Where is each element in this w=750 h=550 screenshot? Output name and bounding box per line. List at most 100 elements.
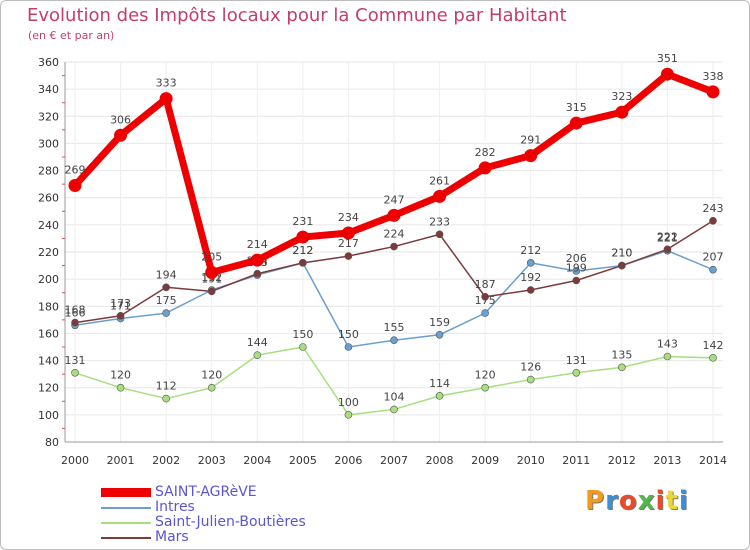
data-label-saint-julien-boutieres: 131 <box>65 354 86 367</box>
data-label-saint-julien-boutieres: 104 <box>384 390 405 403</box>
data-label-saint-agreve: 261 <box>429 174 450 187</box>
data-label-intres: 212 <box>520 244 541 257</box>
logo-letter: r <box>605 486 619 516</box>
data-label-intres: 155 <box>384 321 405 334</box>
y-tick-label: 300 <box>38 137 59 150</box>
data-point-saint-julien-boutieres <box>344 411 353 419</box>
data-point-mars <box>344 252 353 260</box>
x-tick-label: 2014 <box>699 454 727 467</box>
logo-letter: i <box>655 486 666 516</box>
data-point-intres <box>162 309 170 317</box>
data-point-saint-agreve <box>615 105 629 119</box>
data-point-intres <box>572 267 581 275</box>
data-label-saint-agreve: 247 <box>384 193 405 206</box>
y-tick-label: 220 <box>38 246 59 259</box>
data-point-saint-agreve <box>660 67 674 81</box>
data-label-saint-agreve: 315 <box>566 101 587 114</box>
data-point-intres <box>526 259 535 267</box>
x-tick-label: 2012 <box>608 454 636 467</box>
data-label-mars: 210 <box>611 247 632 260</box>
data-point-saint-julien-boutieres <box>572 368 581 377</box>
y-tick-label: 180 <box>38 300 59 313</box>
data-point-saint-julien-boutieres <box>71 368 79 377</box>
data-point-mars <box>618 261 626 270</box>
data-label-mars: 217 <box>338 237 359 250</box>
data-point-saint-julien-boutieres <box>116 383 125 392</box>
data-label-mars: 212 <box>292 244 313 257</box>
data-label-intres: 206 <box>566 252 587 265</box>
legend-label-mars: Mars <box>155 529 189 545</box>
data-point-saint-agreve <box>387 208 401 222</box>
legend-swatch-mars <box>101 537 151 539</box>
data-label-saint-julien-boutieres: 120 <box>110 369 131 382</box>
data-point-intres <box>481 309 489 317</box>
data-point-saint-julien-boutieres <box>390 405 398 414</box>
data-point-mars <box>116 311 125 320</box>
data-point-intres <box>709 265 717 274</box>
data-label-mars: 173 <box>110 297 131 310</box>
data-label-intres: 221 <box>657 232 678 245</box>
data-label-saint-julien-boutieres: 143 <box>657 338 678 351</box>
data-label-intres: 175 <box>156 294 177 307</box>
y-tick-label: 100 <box>38 409 59 422</box>
data-point-saint-julien-boutieres <box>299 343 307 351</box>
x-tick-label: 2003 <box>198 454 226 467</box>
data-label-saint-agreve: 306 <box>110 113 131 126</box>
y-tick-label: 160 <box>38 327 59 340</box>
data-point-intres <box>344 343 353 351</box>
x-tick-label: 2009 <box>471 454 499 467</box>
data-label-intres: 166 <box>65 306 86 319</box>
y-tick-label: 140 <box>38 355 59 368</box>
data-point-mars <box>663 245 672 254</box>
data-point-saint-julien-boutieres <box>618 363 626 372</box>
data-label-mars: 187 <box>475 278 496 291</box>
data-point-saint-julien-boutieres <box>481 383 489 392</box>
data-point-saint-agreve <box>159 92 173 106</box>
x-tick-label: 2011 <box>562 454 590 467</box>
x-tick-label: 2007 <box>380 454 408 467</box>
data-label-saint-agreve: 351 <box>657 52 678 65</box>
data-point-mars <box>162 283 170 292</box>
data-point-saint-julien-boutieres <box>162 394 170 403</box>
data-point-mars <box>299 259 307 267</box>
data-label-saint-julien-boutieres: 120 <box>475 369 496 382</box>
data-label-saint-agreve: 291 <box>520 134 541 147</box>
data-point-mars <box>71 318 79 327</box>
data-label-intres: 159 <box>429 316 450 329</box>
logo-letter: t <box>665 486 679 516</box>
y-tick-label: 120 <box>38 382 59 395</box>
legend-swatch-intres <box>101 507 151 509</box>
data-label-saint-agreve: 231 <box>292 215 313 228</box>
data-label-saint-julien-boutieres: 135 <box>611 348 632 361</box>
data-point-mars <box>207 287 216 296</box>
data-label-saint-julien-boutieres: 120 <box>201 369 222 382</box>
data-label-mars: 168 <box>65 304 86 317</box>
data-label-mars: 233 <box>429 215 450 228</box>
y-tick-label: 340 <box>38 83 59 96</box>
data-label-saint-agreve: 282 <box>475 146 496 159</box>
data-label-intres: 212 <box>292 244 313 257</box>
data-point-mars <box>435 230 444 239</box>
data-point-saint-julien-boutieres <box>253 351 262 359</box>
data-point-saint-julien-boutieres <box>435 392 444 400</box>
y-tick-label: 260 <box>38 192 59 205</box>
x-tick-label: 2006 <box>334 454 362 467</box>
legend-swatch-saint-julien-boutieres <box>101 522 151 524</box>
y-tick-label: 200 <box>38 273 59 286</box>
legend-label-intres: Intres <box>155 499 195 515</box>
data-point-saint-agreve <box>68 179 82 192</box>
data-point-saint-agreve <box>250 253 264 267</box>
data-point-saint-agreve <box>569 116 583 130</box>
data-label-saint-agreve: 338 <box>703 70 724 83</box>
data-label-mars: 222 <box>657 230 678 243</box>
data-label-saint-julien-boutieres: 150 <box>292 328 313 341</box>
data-point-saint-agreve <box>478 161 492 175</box>
x-tick-label: 2010 <box>517 454 545 467</box>
data-label-intres: 150 <box>338 328 359 341</box>
data-point-saint-julien-boutieres <box>709 354 717 362</box>
data-point-saint-agreve <box>706 85 720 99</box>
y-tick-label: 240 <box>38 219 59 232</box>
data-point-saint-agreve <box>341 226 355 240</box>
y-tick-label: 320 <box>38 110 59 123</box>
